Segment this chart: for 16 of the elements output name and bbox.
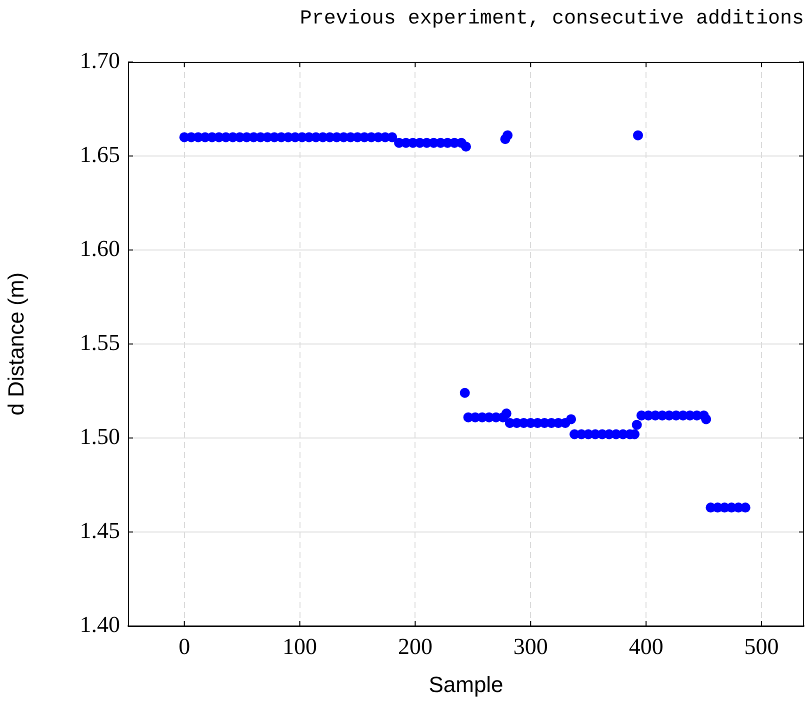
y-tick-label: 1.55 bbox=[80, 330, 120, 356]
y-tick-label: 1.50 bbox=[80, 424, 120, 450]
y-tick-label: 1.45 bbox=[80, 518, 120, 544]
x-tick-label: 100 bbox=[282, 634, 318, 659]
y-tick-label: 1.60 bbox=[80, 236, 120, 262]
x-tick-label: 0 bbox=[178, 634, 190, 659]
y-tick-label: 1.40 bbox=[80, 612, 120, 638]
y-axis-title: d Distance (m) bbox=[3, 272, 28, 416]
x-tick-label: 200 bbox=[398, 634, 432, 659]
x-axis-title: Sample bbox=[428, 672, 504, 697]
y-tick-label: 1.65 bbox=[80, 142, 120, 168]
x-tick-label: 300 bbox=[513, 634, 548, 659]
chart-title: Previous experiment, consecutive additions bbox=[300, 7, 804, 30]
y-tick-label: 1.70 bbox=[80, 48, 120, 74]
x-tick-label: 500 bbox=[744, 634, 779, 659]
x-tick-label: 400 bbox=[628, 634, 664, 659]
